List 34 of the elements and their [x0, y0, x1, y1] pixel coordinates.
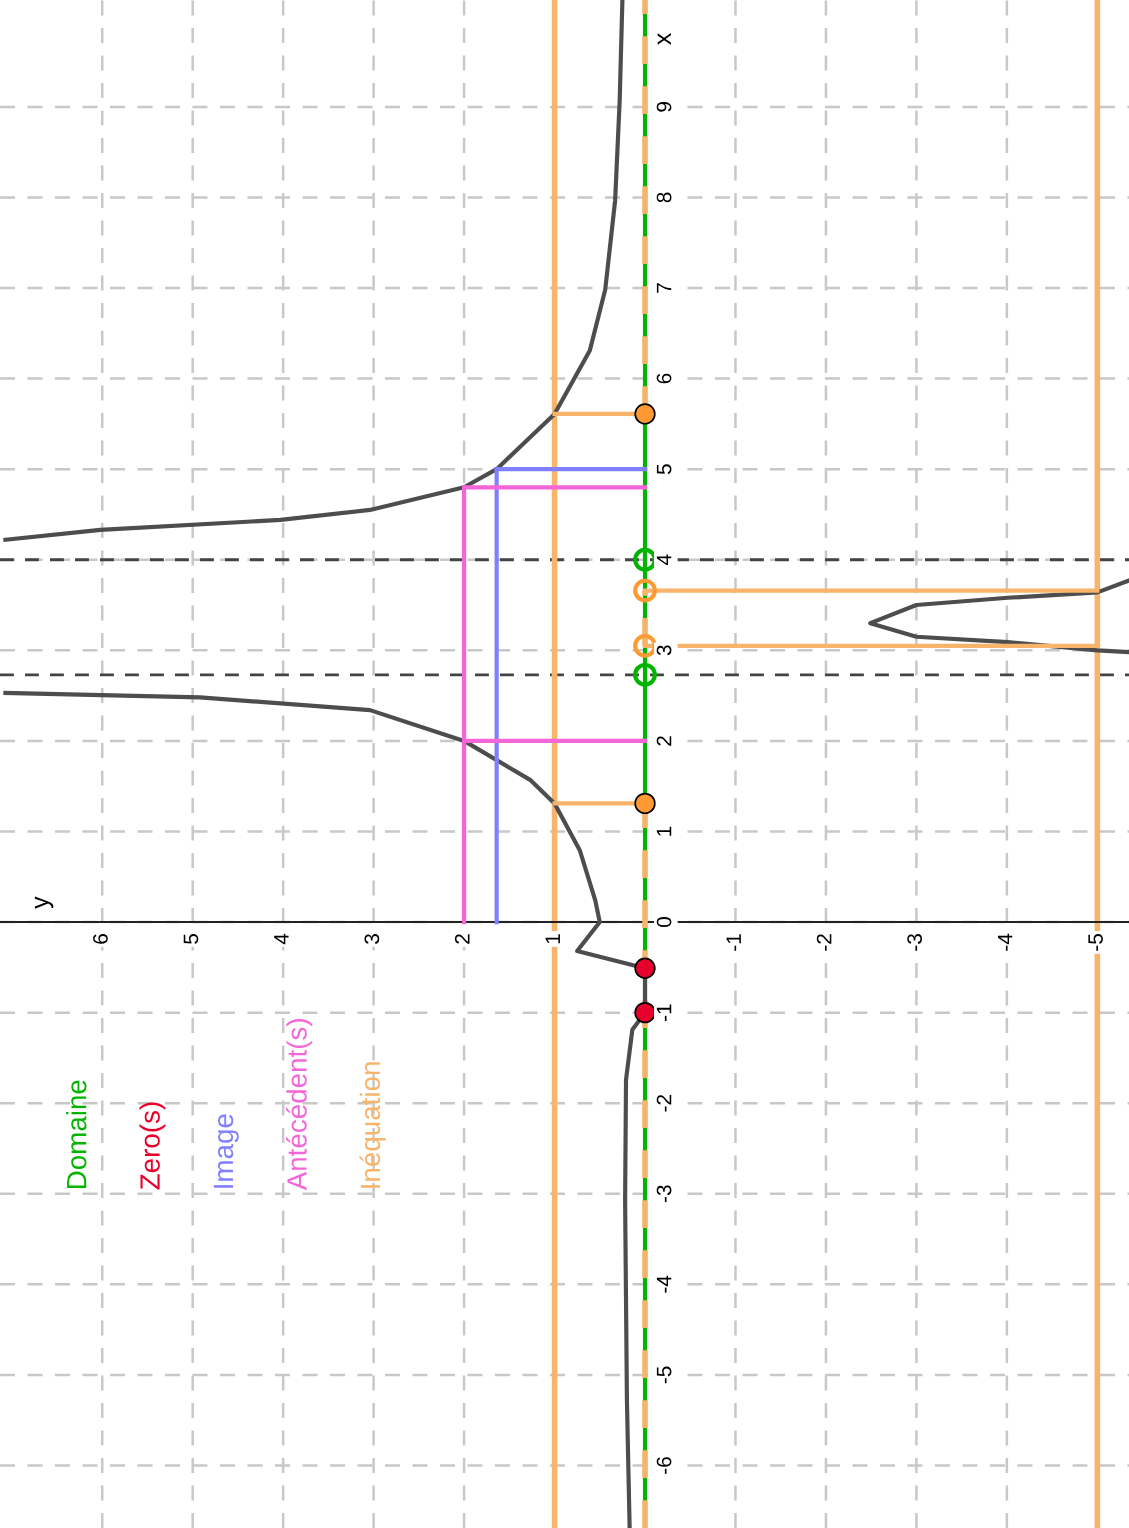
x-tick-label: 6: [93, 934, 108, 944]
x-tick-label: -4: [997, 933, 1013, 951]
text: Inéquation: [359, 1062, 386, 1188]
y-tick-label: -6: [656, 1457, 672, 1474]
y-tick-label: 6: [656, 373, 672, 384]
x-tick-label: -2: [816, 934, 832, 951]
y-tick-label: 2: [656, 736, 672, 746]
text: Antécédent(s): [286, 1019, 313, 1191]
x-tick-label: -5: [1088, 934, 1103, 951]
y-tick-label: 3: [656, 645, 672, 656]
text: Domaine: [66, 1080, 87, 1189]
y-tick-label: 0: [656, 917, 672, 928]
x-tick-label: 5: [183, 934, 199, 944]
y-tick-label: 4: [656, 554, 672, 566]
text: Zero(s): [139, 1102, 166, 1190]
x-tick-label: 4: [274, 933, 289, 945]
x-tick-label: -3: [907, 934, 922, 951]
x-tick-label: -1: [726, 934, 741, 951]
y-tick-label: -5: [656, 1366, 672, 1384]
y-tick-label: 1: [656, 826, 672, 836]
text: Image: [213, 1114, 239, 1188]
y-tick-label: -3: [656, 1185, 672, 1203]
y-tick-label: -2: [656, 1094, 672, 1112]
y-tick-label: 8: [656, 192, 672, 203]
y-tick-label: 9: [656, 102, 672, 112]
x-tick-label: 3: [364, 934, 380, 944]
y-tick-label: -4: [656, 1275, 672, 1293]
x-tick-label: 2: [454, 934, 470, 944]
annotation: y: [34, 896, 54, 909]
y-tick-label: -1: [656, 1004, 672, 1021]
y-tick-label: 7: [656, 283, 672, 293]
y-tick-label: 5: [656, 464, 672, 475]
annotation: x: [657, 32, 671, 45]
x-tick-label: 1: [545, 934, 560, 944]
